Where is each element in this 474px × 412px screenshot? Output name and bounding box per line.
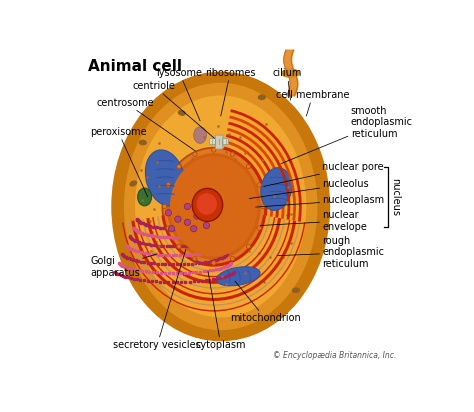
Ellipse shape (168, 225, 175, 232)
Ellipse shape (167, 153, 261, 260)
Ellipse shape (124, 83, 318, 330)
Ellipse shape (203, 222, 210, 229)
Ellipse shape (197, 193, 217, 215)
FancyBboxPatch shape (210, 138, 228, 145)
Text: cytoplasm: cytoplasm (195, 272, 246, 350)
Text: ribosomes: ribosomes (205, 68, 255, 116)
Text: smooth
endoplasmic
reticulum: smooth endoplasmic reticulum (281, 106, 413, 164)
Text: centriole: centriole (133, 81, 214, 138)
Ellipse shape (192, 188, 223, 221)
Ellipse shape (170, 156, 257, 257)
Ellipse shape (292, 288, 300, 293)
Ellipse shape (146, 150, 185, 206)
Ellipse shape (193, 256, 197, 261)
Ellipse shape (166, 183, 171, 187)
Ellipse shape (137, 188, 152, 206)
Ellipse shape (163, 204, 167, 209)
Text: cilium: cilium (273, 68, 302, 100)
Text: nucleolus: nucleolus (249, 179, 369, 199)
Text: nucleus: nucleus (391, 178, 401, 216)
Ellipse shape (206, 238, 220, 248)
Ellipse shape (165, 210, 172, 216)
Ellipse shape (184, 219, 191, 225)
Ellipse shape (211, 261, 216, 265)
Ellipse shape (166, 226, 171, 230)
Ellipse shape (177, 244, 181, 248)
Ellipse shape (230, 256, 235, 261)
Text: nucleoplasm: nucleoplasm (255, 195, 384, 207)
Text: nuclear
envelope: nuclear envelope (260, 210, 367, 232)
Ellipse shape (246, 164, 251, 169)
Ellipse shape (246, 244, 251, 248)
Ellipse shape (129, 180, 137, 187)
Ellipse shape (211, 148, 216, 152)
Text: Animal cell: Animal cell (88, 59, 182, 74)
FancyBboxPatch shape (215, 135, 223, 149)
Ellipse shape (257, 183, 261, 187)
Ellipse shape (138, 140, 147, 145)
Text: mitochondrion: mitochondrion (230, 281, 301, 323)
Text: peroxisome: peroxisome (90, 127, 148, 197)
Ellipse shape (194, 213, 200, 219)
Ellipse shape (111, 72, 330, 341)
Ellipse shape (194, 127, 207, 143)
Ellipse shape (216, 267, 260, 286)
Text: Golgi
apparatus: Golgi apparatus (90, 254, 156, 278)
Ellipse shape (175, 216, 181, 222)
Ellipse shape (163, 148, 265, 265)
Text: rough
endoplasmic
reticulum: rough endoplasmic reticulum (278, 236, 384, 269)
Ellipse shape (261, 168, 292, 211)
Ellipse shape (135, 96, 306, 318)
Ellipse shape (261, 204, 265, 209)
Ellipse shape (191, 225, 197, 232)
Ellipse shape (193, 152, 197, 157)
Ellipse shape (258, 94, 266, 100)
Ellipse shape (257, 226, 261, 230)
Text: cell membrane: cell membrane (276, 90, 349, 116)
Text: centrosome: centrosome (97, 98, 195, 151)
Text: © Encyclopædia Britannica, Inc.: © Encyclopædia Britannica, Inc. (273, 351, 397, 360)
Ellipse shape (184, 203, 191, 210)
Text: nuclear pore: nuclear pore (264, 162, 384, 187)
Text: secretory vesicles: secretory vesicles (113, 249, 201, 350)
Ellipse shape (177, 164, 181, 169)
Ellipse shape (178, 110, 186, 116)
Text: lysosome: lysosome (156, 68, 202, 121)
Ellipse shape (281, 68, 300, 78)
Ellipse shape (230, 152, 235, 157)
